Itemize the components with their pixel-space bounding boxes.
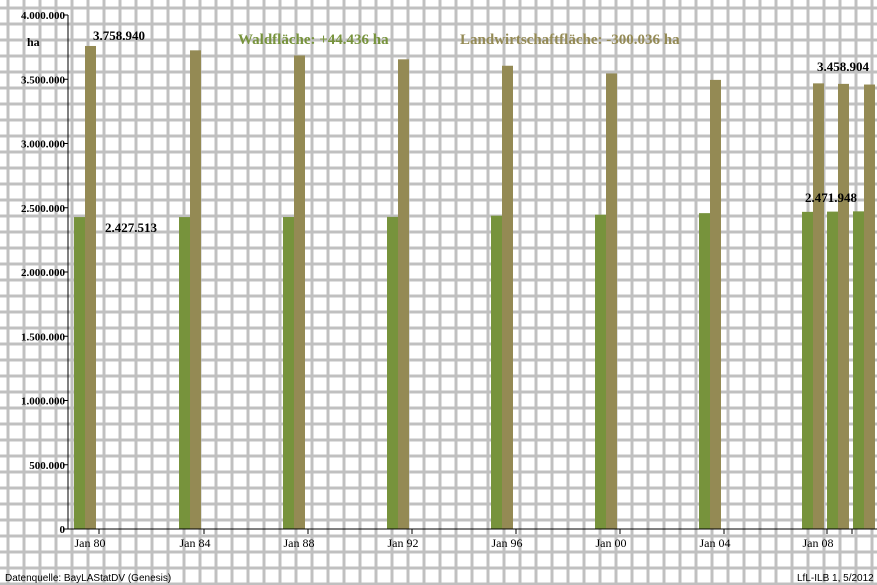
y-tick-label: 2.500.000 bbox=[21, 203, 66, 215]
x-tick-label: Jan 04 bbox=[700, 536, 731, 550]
annotation-forest: Waldfläche: +44.436 ha bbox=[238, 32, 389, 48]
bars bbox=[74, 45, 875, 530]
bar-forest bbox=[827, 211, 838, 530]
credit-note: LfL-ILB 1, 5/2012 bbox=[797, 573, 874, 584]
data-label-forest-first: 2.427.513 bbox=[105, 220, 158, 235]
y-tick-label: 1.500.000 bbox=[21, 331, 66, 343]
x-tick-labels: Jan 80 Jan 84 Jan 88 Jan 92 Jan 96 Jan 00 Jan … bbox=[75, 529, 853, 550]
source-note: Datenquelle: BayLAStatDV (Genesis) bbox=[5, 573, 171, 584]
bar-forest bbox=[853, 211, 864, 529]
data-label-agri-first: 3.758.940 bbox=[93, 28, 145, 43]
bar-agri bbox=[294, 55, 305, 529]
bar-agri bbox=[85, 45, 96, 530]
y-tick-label: 2.000.000 bbox=[21, 267, 66, 279]
annotation-agri: Landwirtschaftfläche: -300.036 ha bbox=[460, 32, 680, 48]
y-tick-label: 4.000.000 bbox=[21, 10, 66, 22]
bar-agri bbox=[190, 50, 201, 530]
x-tick-label: Jan 80 bbox=[75, 536, 106, 550]
y-tick-label: 3.500.000 bbox=[21, 74, 66, 86]
bar-forest bbox=[802, 211, 813, 529]
bar-forest bbox=[387, 216, 398, 529]
bar-agri bbox=[606, 73, 617, 529]
bar-agri bbox=[398, 59, 409, 530]
bar-agri bbox=[838, 83, 849, 529]
y-tick-labels: 0 500.000 1.000.000 1.500.000 2.000.000 2.500… bbox=[21, 10, 68, 536]
y-tick-label: 1.000.000 bbox=[21, 396, 66, 408]
x-tick-label: Jan 84 bbox=[180, 536, 211, 550]
bar-agri bbox=[864, 84, 875, 530]
bar-forest bbox=[74, 217, 85, 529]
bar-agri bbox=[502, 65, 513, 529]
bar-forest bbox=[179, 217, 190, 529]
bar-agri bbox=[813, 83, 824, 529]
data-label-forest-last: 2.471.948 bbox=[805, 190, 858, 205]
bar-forest bbox=[283, 217, 294, 529]
bar-agri bbox=[710, 79, 721, 529]
bar-forest bbox=[491, 215, 502, 530]
x-tick-label: Jan 88 bbox=[284, 536, 315, 550]
y-tick-label: 3.000.000 bbox=[21, 139, 66, 151]
unit-label: ha bbox=[27, 35, 40, 49]
bar-forest bbox=[595, 214, 606, 529]
x-tick-label: Jan 08 bbox=[803, 536, 834, 550]
y-tick-label: 500.000 bbox=[29, 460, 65, 472]
x-tick-label: Jan 00 bbox=[596, 536, 627, 550]
bar-forest bbox=[699, 213, 710, 529]
data-label-agri-last: 3.458.904 bbox=[817, 59, 870, 74]
x-tick-label: Jan 96 bbox=[492, 536, 523, 550]
x-tick-label: Jan 92 bbox=[388, 536, 419, 550]
y-tick-label: 0 bbox=[60, 524, 66, 536]
